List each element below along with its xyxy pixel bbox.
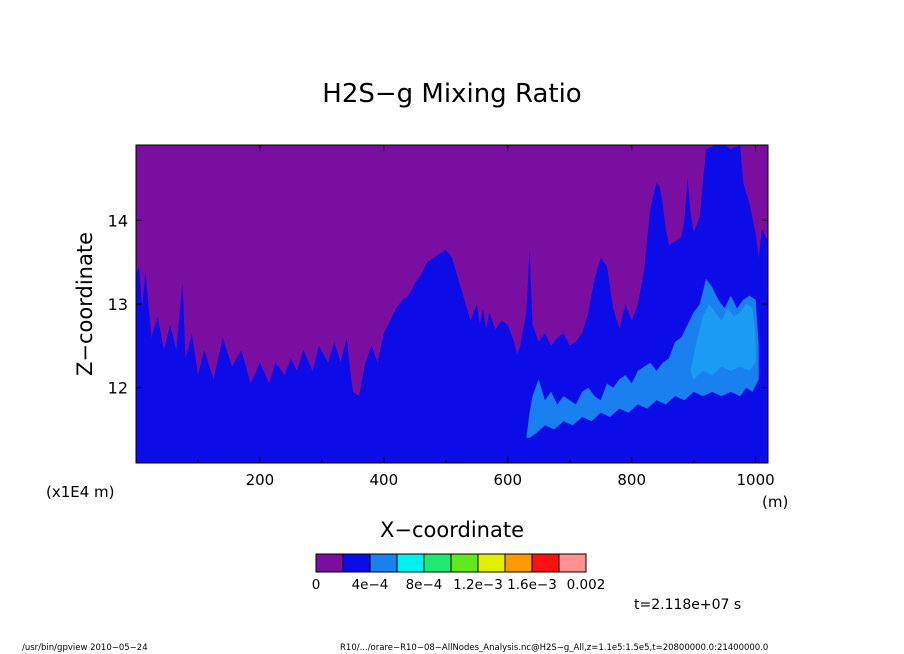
colorbar-label: 4e−4: [352, 577, 389, 593]
colorbar-swatch: [342, 553, 371, 573]
colorbar-label: 8e−4: [406, 577, 443, 593]
y-multiplier-label: (x1E4 m): [46, 483, 115, 501]
colorbar-swatch: [477, 553, 506, 573]
x-tick-label: 1000: [737, 471, 775, 489]
colorbar-swatch: [396, 553, 425, 573]
colorbar-label: 1.6e−3: [507, 577, 557, 593]
contour-level3-region: [690, 304, 756, 380]
contour-level1-region: [136, 145, 768, 463]
x-tick-label: 400: [370, 471, 399, 489]
y-tick-label: 13: [108, 295, 128, 314]
colorbar-swatch: [315, 553, 344, 573]
colorbar-swatch: [369, 553, 398, 573]
footer-left-text: /usr/bin/gpview 2010−05−24: [22, 643, 148, 653]
x-tick-label: 200: [246, 471, 275, 489]
x-axis-ticks: 200 400 600 800 1000: [197, 145, 775, 489]
colorbar-label: 1.2e−3: [453, 577, 503, 593]
contour-level2-region: [526, 278, 759, 438]
colorbar: [315, 553, 587, 573]
colorbar-label: 0.002: [567, 577, 606, 593]
x-axis-label: X−coordinate: [380, 518, 524, 542]
x-unit-label: (m): [762, 493, 788, 511]
y-tick-label: 12: [108, 379, 128, 398]
colorbar-swatch: [450, 553, 479, 573]
colorbar-swatch: [504, 553, 533, 573]
y-tick-label: 14: [108, 211, 128, 230]
y-axis-label: Z−coordinate: [73, 232, 97, 376]
x-tick-label: 600: [493, 471, 522, 489]
colorbar-swatch: [558, 553, 587, 573]
colorbar-labels: 0 4e−4 8e−4 1.2e−3 1.6e−3 0.002: [312, 577, 606, 593]
colorbar-swatch: [531, 553, 560, 573]
time-label: t=2.118e+07 s: [634, 597, 741, 613]
x-tick-label: 800: [617, 471, 646, 489]
y-axis-ticks: 12 13 14: [108, 211, 768, 398]
chart-title: H2S−g Mixing Ratio: [322, 79, 581, 109]
plot-area: [136, 145, 768, 463]
footer-right-text: R10/.../orare−R10−08−AllNodes_Analysis.n…: [340, 643, 768, 653]
colorbar-label: 0: [312, 577, 321, 593]
colorbar-swatch: [423, 553, 452, 573]
